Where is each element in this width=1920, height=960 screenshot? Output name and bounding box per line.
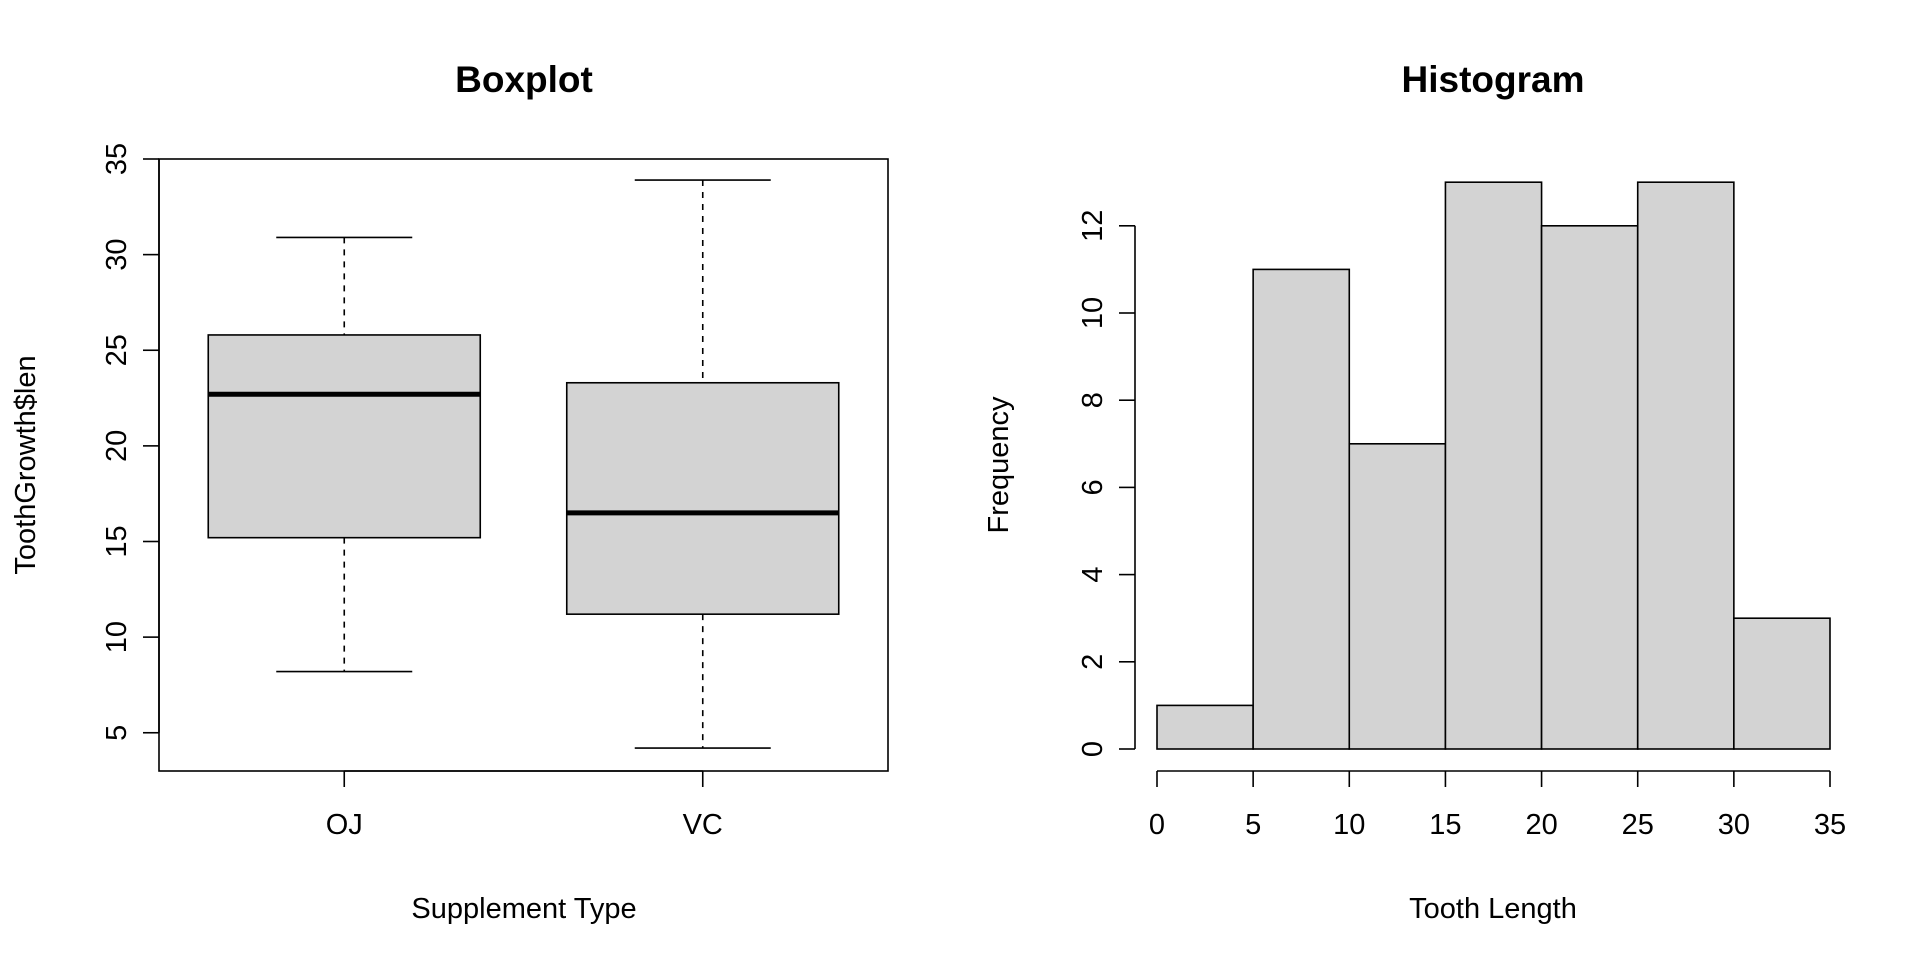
boxplot-y-tick-label: 5 bbox=[101, 725, 133, 741]
box-vc bbox=[565, 179, 840, 749]
boxplot-x-axis: OJ VC bbox=[326, 770, 723, 841]
histogram-y-tick-label: 0 bbox=[1077, 741, 1109, 757]
box-oj bbox=[207, 236, 482, 673]
histogram-panel: Histogram Tooth Length Frequency 0 2 4 6 8 10… bbox=[983, 59, 1846, 925]
histogram-bar bbox=[1636, 181, 1735, 750]
boxplot-y-tick-label: 15 bbox=[101, 525, 133, 557]
histogram-bar bbox=[1444, 181, 1543, 750]
histogram-y-axis: 0 2 4 6 8 10 12 bbox=[1077, 210, 1136, 757]
histogram-title: Histogram bbox=[1402, 59, 1585, 100]
boxplot-x-axis-label: Supplement Type bbox=[411, 893, 636, 925]
histogram-x-tick-label: 35 bbox=[1814, 809, 1846, 841]
histogram-x-tick-label: 30 bbox=[1718, 809, 1750, 841]
boxplot-y-tick-label: 35 bbox=[101, 143, 133, 175]
histogram-bar bbox=[1156, 704, 1254, 750]
histogram-x-tick-label: 15 bbox=[1429, 809, 1461, 841]
boxplot-y-tick-label: 10 bbox=[101, 621, 133, 653]
histogram-x-tick-label: 20 bbox=[1525, 809, 1557, 841]
histogram-bar bbox=[1540, 225, 1639, 750]
histogram-y-tick-label: 10 bbox=[1077, 297, 1109, 329]
boxplot-x-tick-label: VC bbox=[683, 809, 723, 841]
boxplot-y-tick-label: 20 bbox=[101, 430, 133, 462]
histogram-bar bbox=[1348, 442, 1447, 750]
histogram-bar bbox=[1252, 268, 1351, 750]
boxplot-y-tick-label: 30 bbox=[101, 238, 133, 270]
histogram-x-axis-label: Tooth Length bbox=[1409, 893, 1577, 925]
iqr-box bbox=[565, 381, 840, 615]
boxplot-title: Boxplot bbox=[455, 59, 593, 100]
histogram-y-tick-label: 2 bbox=[1077, 654, 1109, 670]
histogram-bars bbox=[1156, 181, 1831, 750]
iqr-box bbox=[207, 334, 482, 539]
histogram-y-tick-label: 6 bbox=[1077, 479, 1109, 495]
histogram-bar bbox=[1733, 617, 1831, 750]
histogram-x-tick-label: 0 bbox=[1149, 809, 1165, 841]
histogram-x-axis: 0 5 10 15 20 25 30 35 bbox=[1149, 770, 1846, 841]
histogram-x-tick-label: 10 bbox=[1333, 809, 1365, 841]
boxplot-marks bbox=[207, 179, 840, 749]
histogram-y-tick-label: 4 bbox=[1077, 567, 1109, 583]
boxplot-y-axis: 5 10 15 20 25 30 35 bbox=[101, 143, 160, 741]
boxplot-y-axis-label: ToothGrowth$len bbox=[10, 355, 42, 574]
boxplot-panel: Boxplot Supplement Type ToothGrowth$len … bbox=[10, 59, 889, 925]
histogram-y-axis-label: Frequency bbox=[983, 396, 1015, 534]
boxplot-x-tick-label: OJ bbox=[326, 809, 363, 841]
histogram-y-tick-label: 8 bbox=[1077, 392, 1109, 408]
boxplot-y-tick-label: 25 bbox=[101, 334, 133, 366]
histogram-x-tick-label: 25 bbox=[1622, 809, 1654, 841]
histogram-y-tick-label: 12 bbox=[1077, 210, 1109, 242]
histogram-x-tick-label: 5 bbox=[1245, 809, 1261, 841]
